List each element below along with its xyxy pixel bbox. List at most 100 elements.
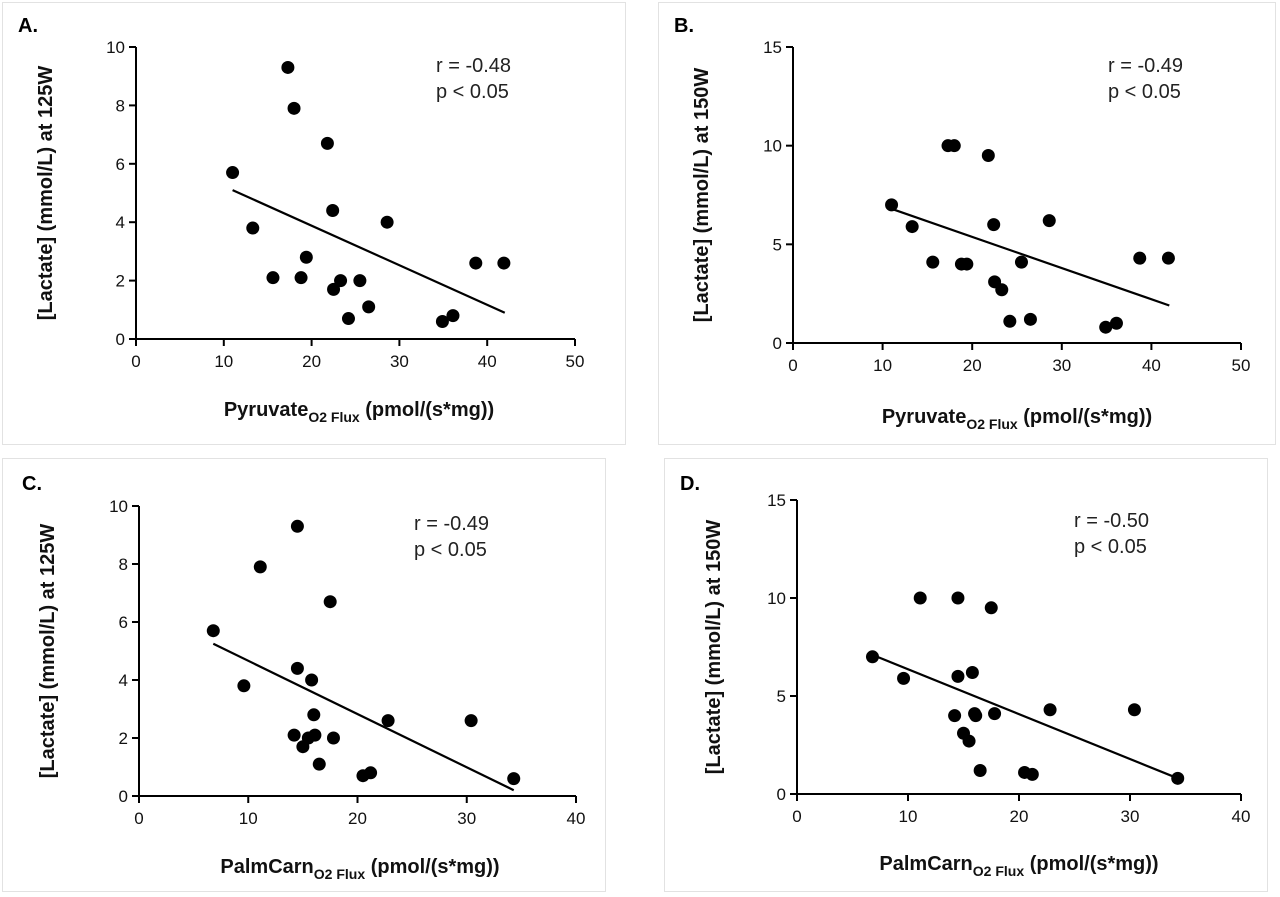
panel-c-data-point — [464, 714, 478, 728]
panel-c-data-point — [364, 766, 378, 780]
panel-b-data-point — [1109, 316, 1123, 330]
panel-c-y-tick-label: 8 — [119, 555, 128, 574]
panel-b-y-tick-label: 15 — [763, 38, 782, 57]
panel-b-plot: B. 0 5 10 15 0 10 20 30 40 50 [Lactate] (mmol/L) at… — [674, 15, 1250, 432]
panel-a-data-point — [380, 215, 394, 229]
panel-b-x-tick-label: 30 — [1052, 356, 1071, 375]
panel-a-x-axis-label-unit: (pmol/(s*mg)) — [360, 399, 494, 421]
panel-c-data-point — [507, 772, 521, 786]
panel-d-data-point — [1127, 703, 1141, 717]
panel-c-data-point — [312, 757, 326, 771]
panel-b-data-point — [987, 218, 1001, 232]
panel-c-x-tick-label: 30 — [457, 809, 476, 828]
panel-b-data-point — [1161, 251, 1175, 265]
panel-b-data-point — [960, 257, 974, 271]
panel-b-data-point — [1099, 320, 1113, 334]
panel-a-x-axis-label: PyruvateO2 Flux (pmol/(s*mg)) — [224, 399, 494, 425]
panel-d-correlation-p: p < 0.05 — [1074, 536, 1147, 558]
panel-c-x-tick-label: 40 — [567, 809, 586, 828]
panel-c-data-point — [287, 728, 301, 742]
panel-a-y-tick-label: 4 — [116, 213, 125, 232]
panel-d-data-point — [865, 650, 879, 664]
panel-d-data-point — [1025, 767, 1039, 781]
panel-a-data-point — [334, 274, 348, 288]
panel-c-x-tick-label: 0 — [134, 809, 143, 828]
panel-b-x-axis-label-unit: (pmol/(s*mg)) — [1018, 406, 1152, 428]
panel-b-data-point — [926, 255, 940, 269]
panel-a-data-point — [327, 282, 341, 296]
panel-a-y-tick-label: 6 — [116, 155, 125, 174]
panel-b-y-tick-label: 0 — [773, 334, 782, 353]
panel-c-data-point — [237, 679, 251, 693]
panel-c-y-axis-label: [Lactate] (mmol/L) at 125W — [37, 524, 59, 779]
panel-d-label: D. — [680, 473, 700, 495]
panel-a-x-axis-label-subscript: O2 Flux — [308, 409, 360, 425]
panel-b-x-tick-label: 10 — [873, 356, 892, 375]
panel-a-data-point — [341, 312, 355, 326]
panel-a-data-point — [266, 271, 280, 285]
panel-d-correlation-r: r = -0.50 — [1074, 510, 1149, 532]
panel-c-data-point — [290, 661, 304, 675]
panel-b-x-tick-label: 0 — [788, 356, 797, 375]
panel-d-data-point — [948, 709, 962, 723]
panel-a-x-tick-label: 10 — [214, 352, 233, 371]
panel-b-x-axis-label-subscript: O2 Flux — [966, 416, 1018, 432]
panel-c-x-axis-label-subscript: O2 Flux — [314, 866, 366, 882]
panel-d-data-point — [897, 671, 911, 685]
panel-b-label: B. — [674, 15, 694, 37]
panel-c-y-tick-label: 4 — [119, 671, 128, 690]
panel-c-label: C. — [22, 473, 42, 495]
panel-b-x-tick-label: 50 — [1232, 356, 1251, 375]
panel-d-data-point — [913, 591, 927, 605]
panel-b-y-axis-label: [Lactate] (mmol/L) at 150W — [691, 68, 713, 323]
panel-a-data-point — [226, 166, 240, 180]
panel-a-frame — [2, 2, 626, 445]
panel-a-y-tick-label: 2 — [116, 272, 125, 291]
panel-b-x-tick-label: 20 — [963, 356, 982, 375]
panel-d-x-tick-label: 10 — [899, 807, 918, 826]
panel-a-correlation-p: p < 0.05 — [436, 81, 509, 103]
panel-a-data-point — [281, 60, 295, 74]
panel-b-correlation-r: r = -0.49 — [1108, 55, 1183, 77]
panel-d-y-tick-label: 10 — [767, 589, 786, 608]
panel-c-data-point — [206, 624, 220, 638]
panel-a-x-axis-label-main: Pyruvate — [224, 399, 309, 421]
panel-b-data-point — [885, 198, 899, 212]
panel-d-x-axis-label-subscript: O2 Flux — [973, 863, 1025, 879]
panel-a-y-axis-label: [Lactate] (mmol/L) at 125W — [35, 66, 57, 321]
panel-c-data-point — [323, 595, 337, 609]
panel-b-y-tick-label: 5 — [773, 235, 782, 254]
panel-d-data-point — [962, 734, 976, 748]
panel-a-data-point — [326, 204, 340, 218]
panel-d-data-point — [965, 665, 979, 679]
panel-a-y-tick-label: 0 — [116, 330, 125, 349]
panel-c-x-axis-label: PalmCarnO2 Flux (pmol/(s*mg)) — [220, 856, 499, 882]
panel-c-regression-line — [212, 642, 515, 792]
panel-c-plot: C. 0 2 4 6 8 10 0 10 20 30 40 [Lactate] (mmol/L) at … — [22, 473, 585, 882]
panel-d-y-tick-label: 15 — [767, 491, 786, 510]
panel-b-data-point — [1014, 255, 1028, 269]
panel-c-x-tick-label: 20 — [348, 809, 367, 828]
panel-b-correlation-p: p < 0.05 — [1108, 81, 1181, 103]
panel-b-data-point — [1023, 312, 1037, 326]
panel-b-regression-line — [891, 207, 1170, 307]
panel-c-frame — [2, 458, 606, 892]
panel-a-data-point — [353, 274, 367, 288]
panel-c-x-axis-label-unit: (pmol/(s*mg)) — [365, 856, 499, 878]
panel-c-data-point — [253, 560, 267, 574]
panel-a-x-tick-label: 20 — [302, 352, 321, 371]
panel-d-x-tick-label: 30 — [1121, 807, 1140, 826]
panel-d-regression-line — [872, 653, 1179, 780]
panel-a-x-tick-label: 0 — [131, 352, 140, 371]
panel-c-data-point — [307, 708, 321, 722]
panel-c-y-tick-label: 6 — [119, 613, 128, 632]
panel-b-data-point — [947, 139, 961, 153]
panel-c-data-point — [308, 728, 322, 742]
panel-b-data-point — [1133, 251, 1147, 265]
panel-b-frame — [658, 2, 1276, 445]
panel-c-y-tick-label: 2 — [119, 729, 128, 748]
panel-b-x-axis-label-main: Pyruvate — [882, 406, 967, 428]
panel-a-data-point — [469, 256, 483, 270]
panel-d-data-point — [984, 601, 998, 615]
